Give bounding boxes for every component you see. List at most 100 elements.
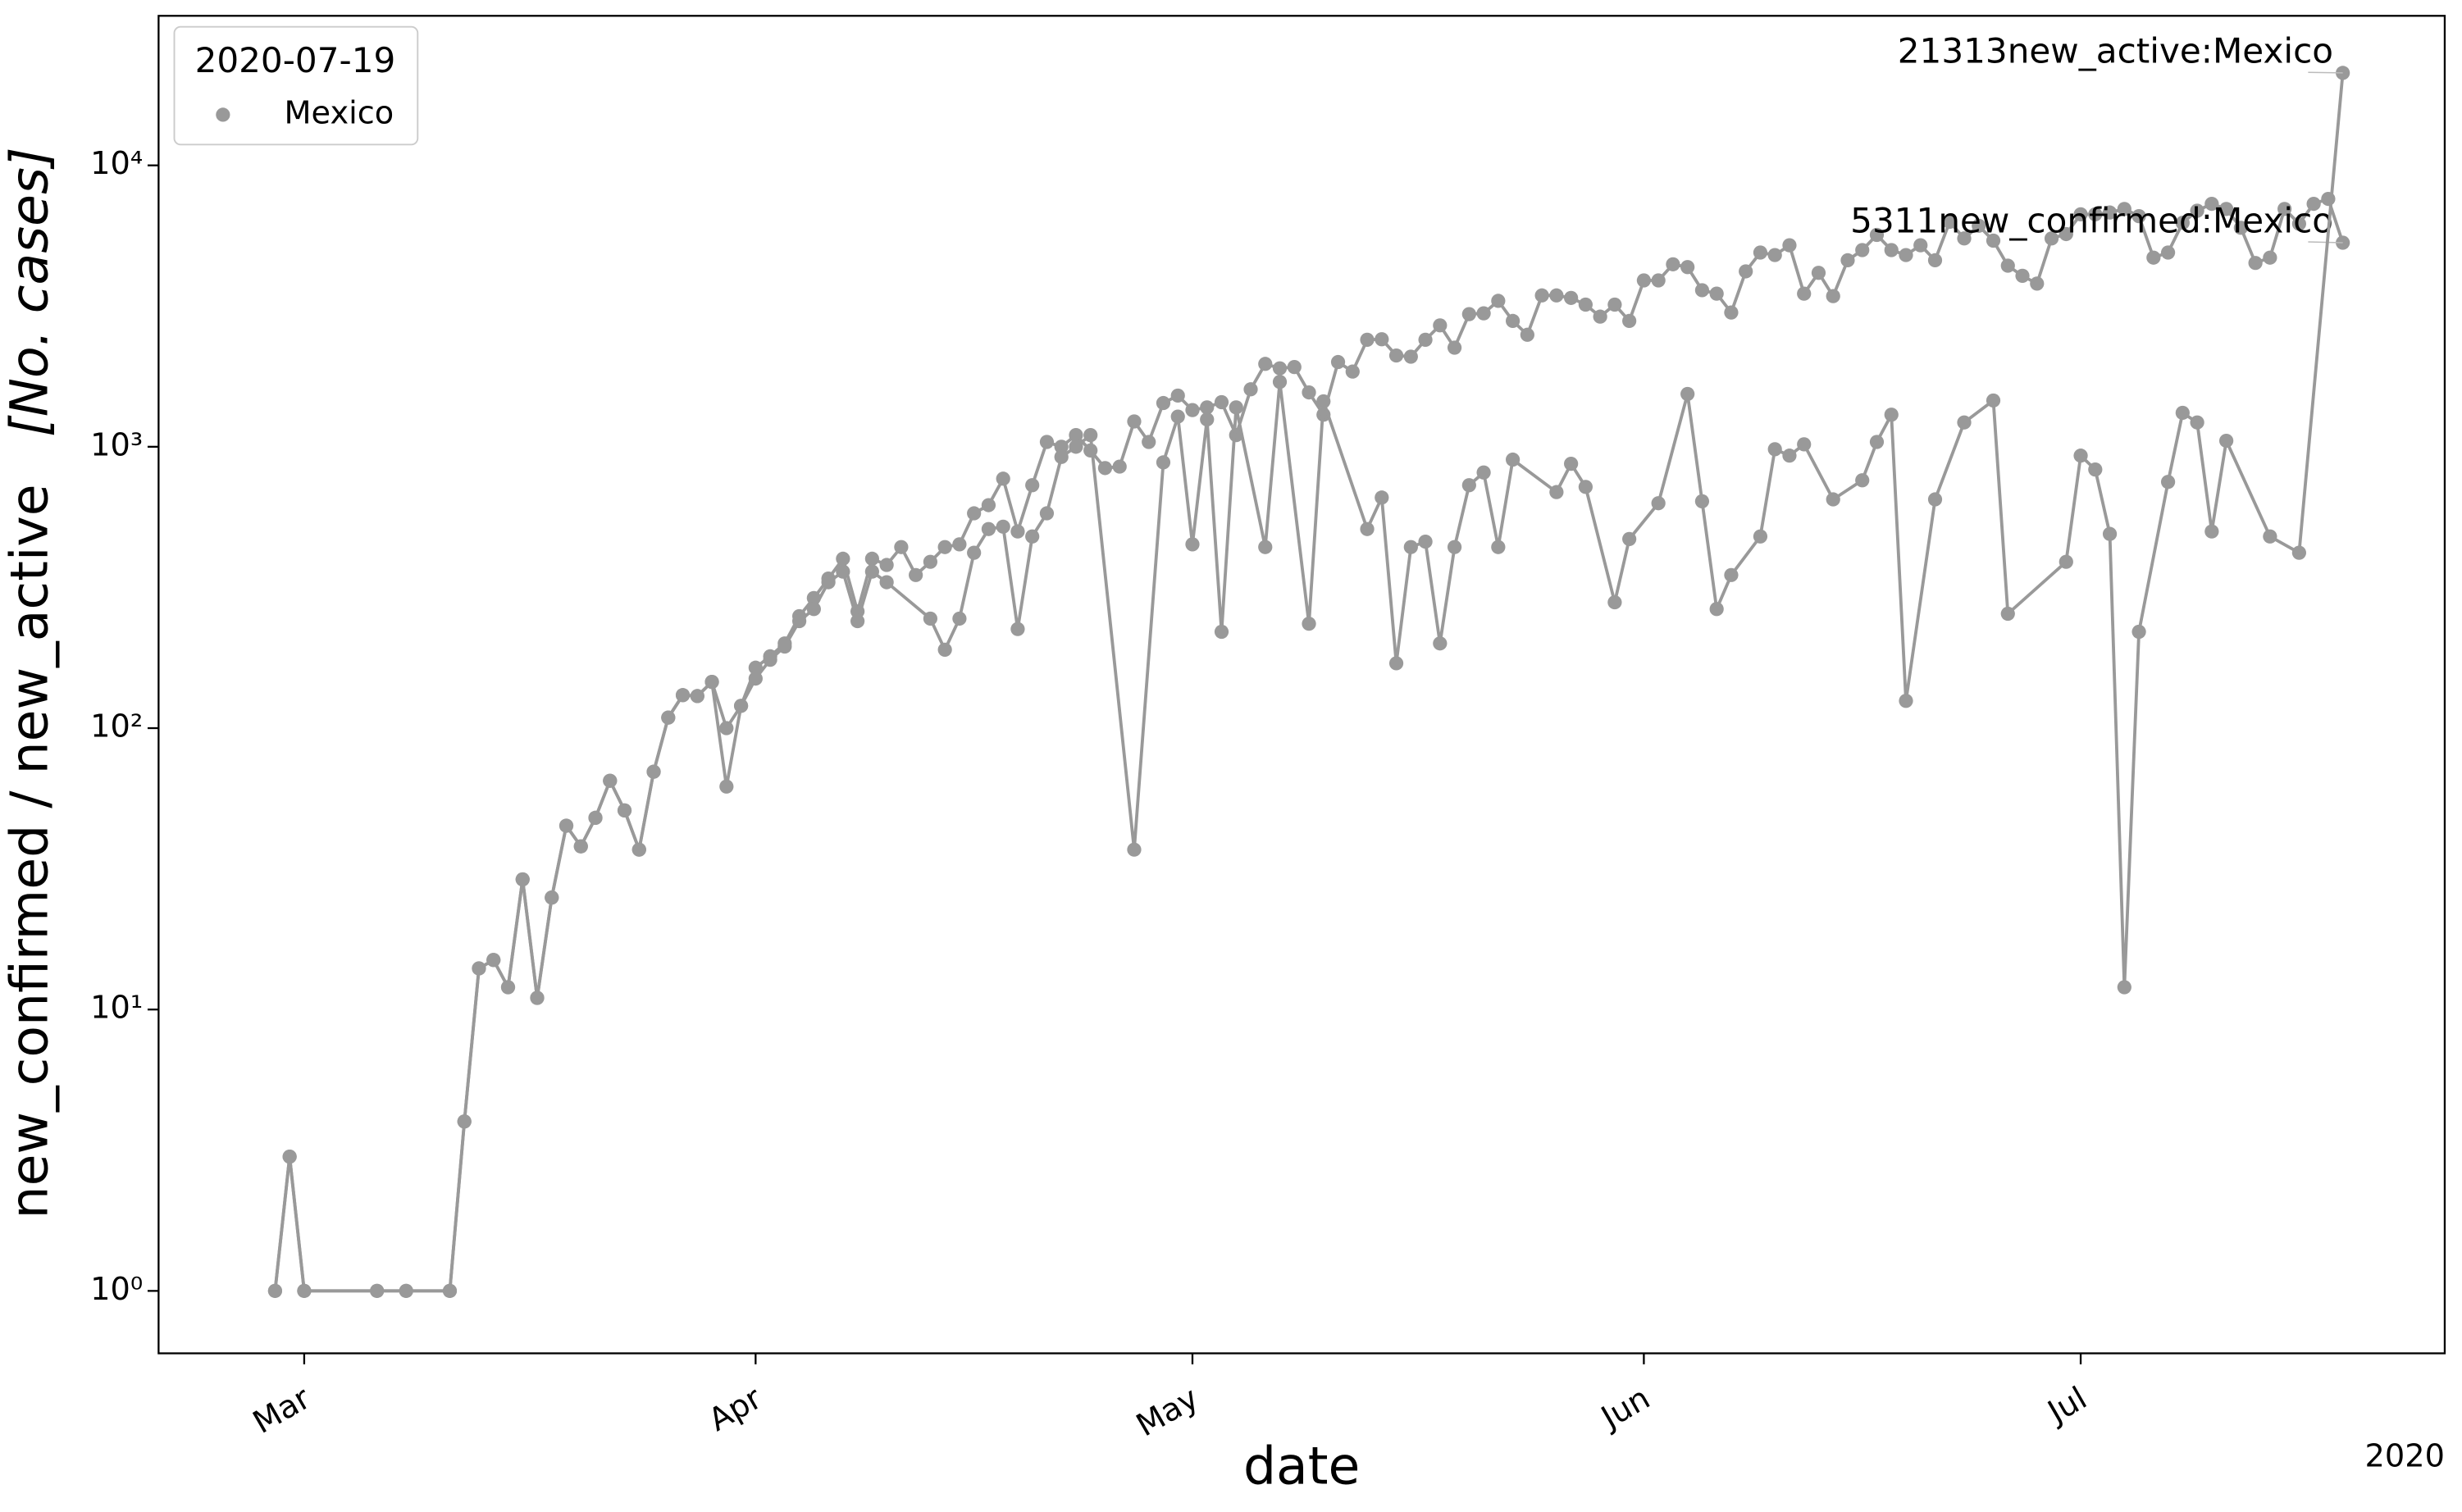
data-point	[996, 471, 1010, 486]
data-point	[1972, 218, 1986, 233]
data-point	[806, 602, 821, 617]
data-point	[267, 1283, 283, 1298]
data-point	[1097, 461, 1113, 476]
data-point	[1447, 340, 1462, 355]
annotation-connector	[2308, 71, 2343, 74]
y-tick-label: 10³	[90, 426, 143, 463]
data-point	[1782, 449, 1797, 463]
legend-label: Mexico	[285, 94, 394, 131]
data-point	[967, 506, 982, 521]
data-point	[1636, 273, 1652, 288]
data-point	[530, 991, 545, 1005]
data-point	[1884, 408, 1899, 422]
data-point	[1039, 506, 1055, 521]
data-point	[1957, 415, 1972, 430]
data-point	[1127, 414, 1142, 429]
data-point	[1869, 435, 1885, 449]
data-point	[1709, 286, 1724, 301]
data-point	[1680, 260, 1695, 275]
data-point	[631, 842, 646, 857]
data-point	[777, 639, 792, 654]
data-point	[923, 554, 938, 569]
data-point	[1447, 540, 1462, 554]
data-point	[500, 980, 516, 995]
data-point	[1855, 243, 1870, 257]
data-point	[1986, 393, 2001, 408]
data-point	[1520, 327, 1534, 342]
data-point	[297, 1283, 312, 1298]
data-point	[1957, 231, 1972, 246]
data-point	[370, 1283, 385, 1298]
y-label-main: new_confirmed / new_active	[0, 484, 59, 1218]
data-point	[1855, 473, 1870, 488]
data-point	[937, 642, 952, 657]
data-point	[1622, 531, 1637, 546]
data-point	[1476, 306, 1491, 321]
data-point	[1156, 395, 1171, 411]
data-point	[748, 660, 763, 675]
data-point	[515, 872, 530, 887]
data-point	[2059, 554, 2073, 569]
data-point	[1869, 227, 1885, 243]
data-point	[923, 611, 938, 626]
data-point	[1461, 478, 1476, 493]
data-point	[864, 564, 879, 579]
data-point	[1666, 257, 1680, 271]
data-point	[1200, 400, 1215, 415]
data-point	[2204, 524, 2219, 539]
data-point	[1302, 617, 1316, 631]
data-point	[850, 613, 865, 629]
data-point	[1069, 439, 1083, 454]
data-point	[1403, 349, 1418, 364]
data-point	[1185, 403, 1200, 417]
data-point	[1797, 286, 1812, 301]
data-point	[1564, 456, 1579, 471]
data-point	[1913, 238, 1928, 253]
data-point	[1214, 624, 1229, 640]
data-point	[2117, 980, 2131, 995]
data-point	[617, 803, 632, 817]
data-point	[1258, 540, 1273, 554]
data-point	[1330, 354, 1346, 370]
data-point	[2102, 205, 2118, 220]
data-point	[2248, 256, 2263, 271]
data-point	[952, 537, 967, 552]
data-point	[1782, 238, 1797, 253]
data-point	[1388, 656, 1404, 671]
data-point	[1826, 289, 1840, 303]
data-point	[1010, 622, 1025, 636]
data-point	[1112, 459, 1127, 474]
data-point	[1607, 297, 1622, 312]
data-point	[2146, 250, 2161, 265]
annotation-connector	[2308, 241, 2343, 244]
data-point	[1694, 494, 1710, 508]
data-point	[1767, 442, 1782, 457]
data-point	[1127, 842, 1142, 857]
data-point	[661, 710, 676, 725]
data-point	[1025, 529, 1040, 544]
data-point	[967, 545, 982, 560]
data-point	[894, 540, 909, 554]
y-tick-label: 10²	[90, 708, 143, 745]
data-point	[1680, 386, 1695, 402]
data-point	[1491, 540, 1506, 554]
plot-frame	[157, 15, 2446, 1355]
data-point	[2291, 216, 2307, 231]
data-point	[1593, 309, 1607, 324]
data-point	[719, 779, 734, 794]
data-point	[937, 540, 952, 554]
data-point	[1476, 465, 1491, 480]
data-point	[836, 564, 850, 579]
data-point	[545, 890, 559, 905]
data-point	[457, 1114, 472, 1129]
data-point	[1739, 264, 1753, 279]
data-point	[1054, 449, 1069, 464]
data-point	[2088, 207, 2103, 221]
data-point	[909, 567, 923, 582]
data-point	[1360, 521, 1375, 536]
data-point	[2218, 202, 2234, 216]
data-point	[1272, 361, 1288, 376]
y-axis-label: new_confirmed / new_active [No. cases]	[0, 147, 59, 1218]
data-point	[1375, 490, 1389, 505]
